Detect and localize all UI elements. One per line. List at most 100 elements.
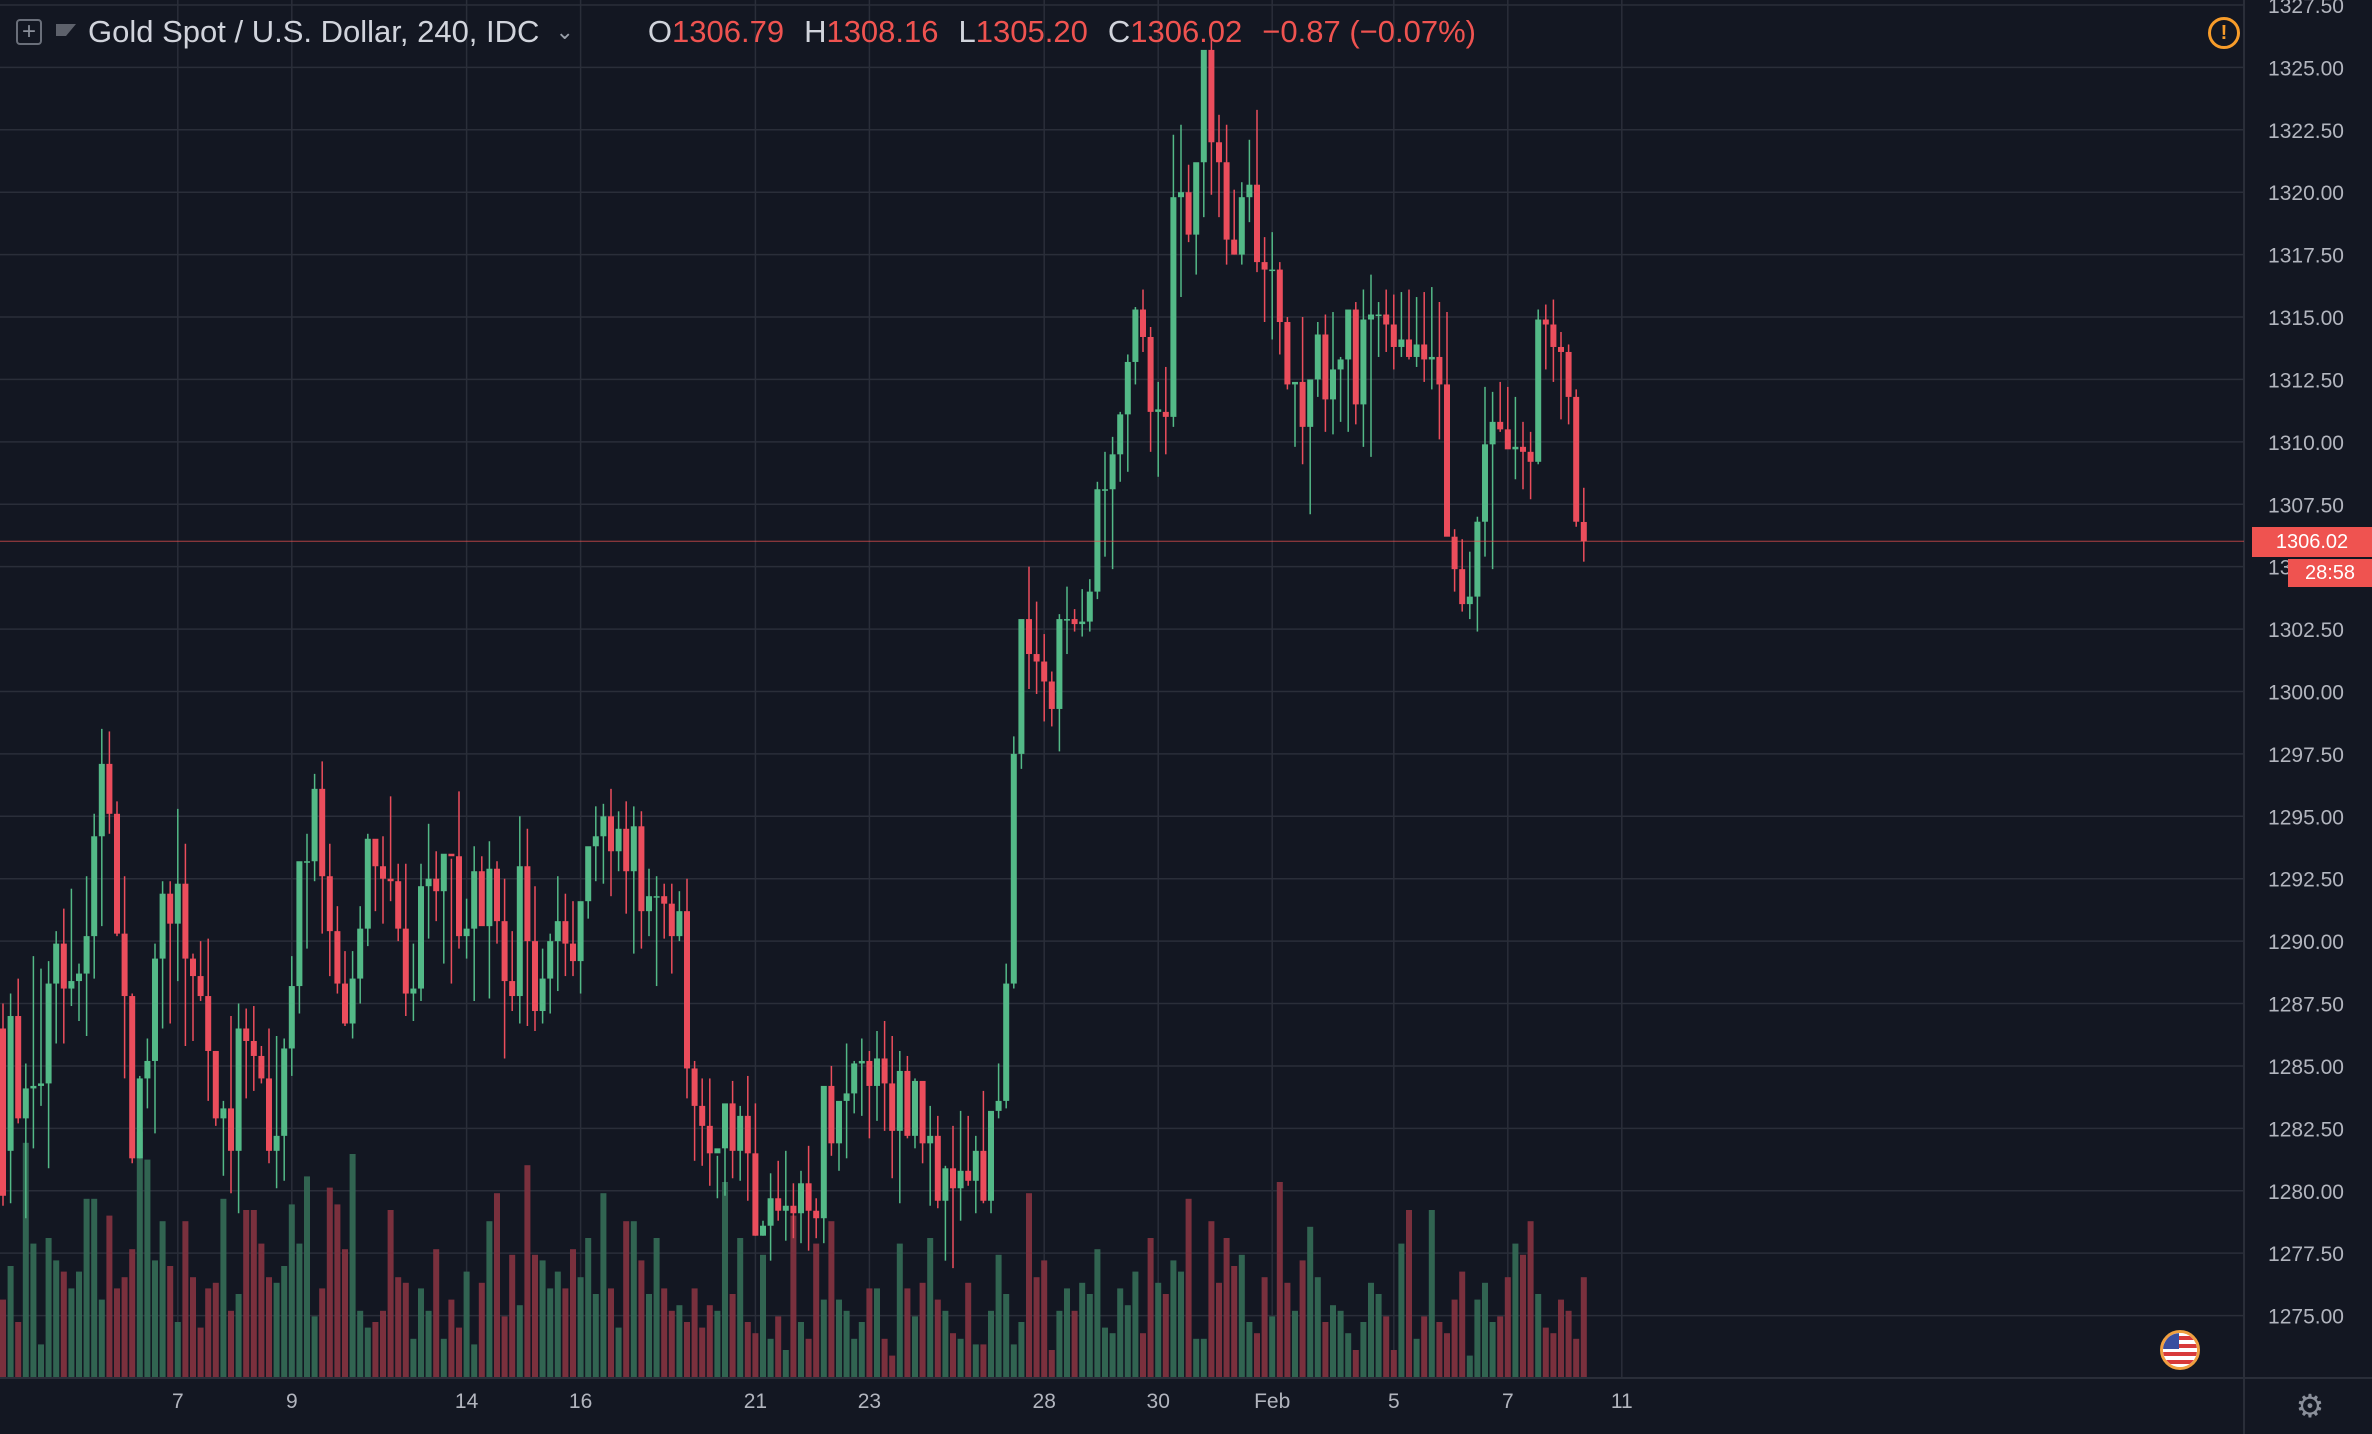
candle-body [205, 996, 212, 1051]
candle-body [615, 828, 622, 852]
candle-body [813, 1210, 820, 1219]
candle-body [1322, 334, 1329, 400]
candle-body [1238, 197, 1245, 255]
candle-body [1352, 309, 1359, 405]
candle-body [402, 928, 409, 994]
volume-bar [1064, 1288, 1070, 1378]
candle-body [516, 866, 523, 997]
candle-body [410, 988, 417, 994]
candle-body [60, 943, 67, 989]
candle-body [136, 1078, 143, 1159]
volume-bar [68, 1288, 75, 1378]
volume-bar [1170, 1260, 1177, 1378]
volume-bar [577, 1277, 584, 1378]
volume-bar [1254, 1333, 1260, 1378]
plus-square-icon[interactable]: + [16, 19, 42, 45]
volume-bar [1398, 1243, 1405, 1378]
volume-bar [304, 1176, 310, 1378]
candle-body [220, 1108, 227, 1119]
candle-body [0, 1028, 6, 1196]
volume-bar [387, 1210, 394, 1378]
volume-bar [1117, 1288, 1124, 1378]
volume-bar [1071, 1310, 1078, 1378]
volume-bar [646, 1294, 652, 1378]
candle-body [1102, 489, 1108, 491]
volume-bar [874, 1288, 880, 1378]
gear-icon[interactable]: ⚙ [2295, 1388, 2325, 1424]
volume-bar [668, 1310, 675, 1378]
high-value: 1308.16 [826, 14, 939, 49]
volume-bar [1147, 1238, 1154, 1378]
candle-body [387, 878, 394, 882]
candle-body [881, 1058, 888, 1084]
candle-body [1360, 319, 1367, 405]
candle-body [15, 1016, 22, 1119]
us-flag-icon[interactable] [2160, 1330, 2200, 1370]
warning-icon[interactable]: ! [2208, 17, 2240, 49]
volume-bar [995, 1254, 1002, 1378]
candle-body [1155, 409, 1162, 412]
volume-bar [965, 1282, 972, 1378]
volume-bar [957, 1338, 964, 1378]
candle-body [638, 826, 645, 912]
volume-bar [326, 1187, 333, 1378]
time-tick-label: Feb [1254, 1390, 1290, 1413]
symbol-title[interactable]: Gold Spot / U.S. Dollar, 240, IDC [88, 14, 540, 49]
price-change: −0.87 (−0.07%) [1262, 14, 1476, 49]
volume-bar [1041, 1260, 1048, 1378]
candle-body [1086, 591, 1093, 622]
volume-bar [1102, 1327, 1108, 1378]
price-tick-label: 1295.00 [2268, 806, 2344, 829]
candle-body [243, 1028, 250, 1041]
volume-bar [1558, 1299, 1564, 1378]
candle-body [1010, 753, 1017, 984]
volume-bar [851, 1338, 858, 1378]
volume-bar [471, 1344, 478, 1378]
candle-body [1474, 521, 1481, 597]
candle-body [357, 928, 364, 979]
volume-bar [1193, 1338, 1200, 1378]
candle-body [395, 881, 402, 929]
candle-body [1200, 49, 1207, 163]
candle-body [790, 1205, 797, 1214]
candle-body [965, 1170, 972, 1181]
volume-bar [136, 1131, 143, 1378]
volume-bar [205, 1288, 212, 1378]
candle-body [235, 1028, 242, 1151]
candle-body [342, 983, 348, 1024]
volume-bar [988, 1310, 994, 1378]
volume-bar [174, 1322, 181, 1378]
volume-bar [114, 1288, 120, 1378]
candle-body [440, 853, 447, 892]
candle-body [1041, 661, 1048, 682]
volume-bar [1246, 1322, 1253, 1378]
flag-icon[interactable] [56, 24, 76, 36]
price-tick-label: 1287.50 [2268, 994, 2344, 1017]
candle-body [1542, 319, 1549, 325]
candle-body [995, 1100, 1002, 1111]
candle-body [288, 986, 295, 1049]
time-tick-label: 21 [744, 1390, 767, 1413]
volume-bar [737, 1238, 744, 1378]
volume-bar [554, 1271, 561, 1378]
candle-body [1421, 344, 1428, 360]
price-tick-label: 1300.00 [2268, 681, 2344, 704]
candle-body [478, 871, 485, 927]
candle-body [114, 813, 120, 934]
volume-bar [1535, 1294, 1542, 1378]
candle-body [364, 838, 371, 929]
candle-body [1299, 381, 1306, 427]
candle-body [1269, 269, 1276, 272]
candle-body [1170, 197, 1177, 417]
low-label: L [958, 14, 976, 49]
candle-body [319, 788, 326, 877]
candle-body [1079, 621, 1086, 625]
chevron-down-icon[interactable]: ⌄ [555, 19, 574, 44]
candle-body [1383, 314, 1390, 325]
candle-body [988, 1110, 994, 1201]
volume-bar [1360, 1322, 1367, 1378]
volume-bar [410, 1338, 417, 1378]
candle-body [608, 816, 614, 852]
